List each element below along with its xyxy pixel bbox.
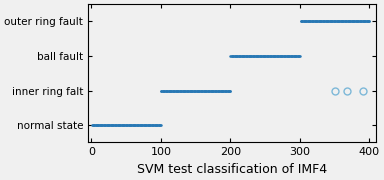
X-axis label: SVM test classification of IMF4: SVM test classification of IMF4 (137, 163, 327, 176)
